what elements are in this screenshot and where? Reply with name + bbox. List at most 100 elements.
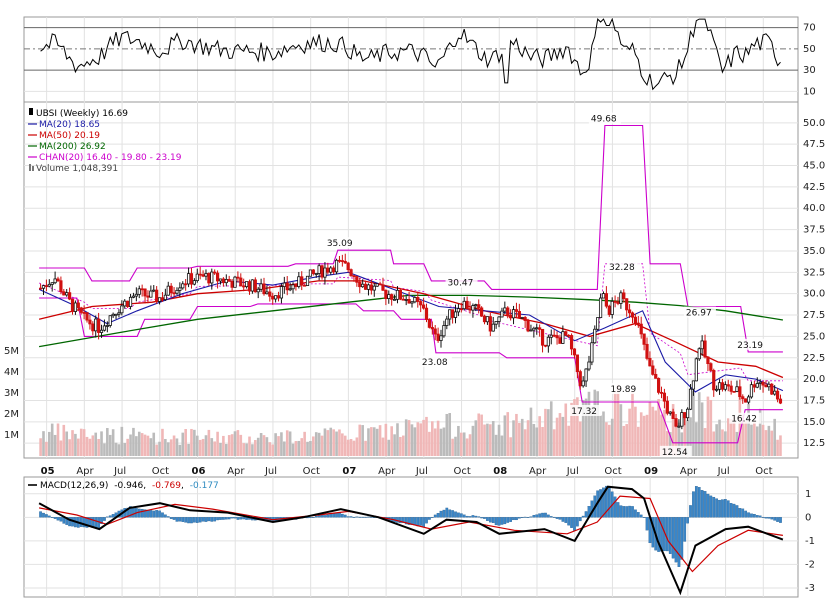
volume-bar — [178, 444, 182, 456]
volume-bar — [668, 432, 672, 456]
volume-bar — [535, 427, 539, 456]
volume-bar — [91, 435, 95, 456]
macd-histogram-bar — [459, 513, 463, 518]
candle-body — [482, 315, 487, 323]
macd-histogram-bar — [111, 514, 115, 518]
volume-bar — [645, 414, 649, 456]
volume-bar — [291, 443, 295, 456]
macd-histogram-bar — [494, 517, 498, 526]
volume-bar — [564, 403, 568, 456]
candle-body — [181, 283, 185, 289]
macd-histogram-bar — [764, 517, 768, 519]
volume-bar — [648, 402, 652, 456]
macd-histogram-bar — [619, 505, 623, 518]
volume-bar — [486, 423, 489, 456]
candle-body — [253, 279, 257, 293]
macd-histogram-bar — [709, 495, 713, 518]
volume-bar — [375, 428, 379, 456]
candle-body — [297, 276, 301, 287]
volume-bar — [593, 389, 597, 456]
volume-bar — [277, 436, 280, 456]
candle-body — [540, 328, 545, 346]
candle-body — [657, 377, 661, 393]
price-tick-label: 20.0 — [803, 374, 825, 385]
volume-tick-label: 3M — [4, 388, 19, 399]
macd-histogram-bar — [477, 516, 481, 518]
volume-bar — [42, 431, 45, 456]
candle-body — [172, 292, 176, 295]
candle-body — [506, 307, 510, 316]
candle-body — [410, 301, 414, 304]
candle-body — [218, 278, 223, 282]
volume-bar — [372, 427, 376, 456]
volume-bar — [776, 439, 779, 456]
macd-tick-label: 1 — [805, 489, 811, 500]
candle-body — [111, 313, 115, 317]
price-annotation: 49.68 — [591, 115, 617, 125]
candle-body — [47, 283, 51, 287]
volume-bar — [288, 431, 292, 456]
candle-body — [59, 280, 63, 293]
volume-bar — [65, 431, 69, 456]
macd-line — [38, 485, 784, 596]
candle-body — [213, 271, 217, 274]
x-tick-label: Jul — [415, 466, 428, 477]
volume-bar — [628, 408, 631, 456]
macd-histogram-bar — [108, 515, 112, 518]
macd-histogram-bar — [642, 517, 646, 518]
volume-bar — [216, 431, 219, 456]
macd-histogram-bar — [439, 510, 443, 518]
macd-histogram-bar — [639, 514, 643, 518]
macd-histogram-bar — [158, 510, 161, 518]
macd-histogram-bar — [686, 517, 689, 524]
macd-histogram-bar — [523, 516, 527, 518]
macd-histogram-bar — [161, 512, 164, 518]
macd-histogram-bar — [236, 517, 240, 520]
channel-upper-line — [39, 124, 783, 353]
x-tick-label: Jul — [113, 466, 126, 477]
macd-histogram-bar — [239, 517, 243, 520]
macd-histogram-bar — [515, 517, 518, 521]
candle-body — [363, 283, 368, 290]
macd-histogram-bar — [738, 508, 742, 518]
candle-body — [300, 276, 304, 286]
rsi-tick-label: 10 — [803, 86, 816, 97]
price-annotation-bg — [606, 261, 639, 273]
candle-body — [619, 292, 623, 304]
macd-histogram-bar — [488, 517, 492, 523]
volume-bar — [715, 424, 718, 456]
macd-histogram-bar — [103, 517, 106, 521]
volume-bar — [773, 418, 776, 456]
candle-body — [413, 297, 417, 303]
macd-histogram-bar — [343, 514, 347, 518]
x-tick-label: 09 — [644, 466, 658, 477]
volume-bar — [143, 434, 147, 456]
candle-body — [157, 297, 162, 302]
candle-body — [189, 273, 194, 285]
candle-body — [587, 361, 591, 370]
macd-histogram-bar — [718, 499, 721, 518]
volume-bar — [381, 437, 385, 456]
macd-histogram-bar — [164, 514, 167, 518]
macd-histogram-bar — [712, 496, 716, 518]
volume-bar — [602, 411, 605, 456]
volume-bar — [590, 406, 594, 456]
x-tick-label: Apr — [529, 466, 547, 477]
candle-body — [677, 425, 681, 428]
candle-body — [401, 298, 405, 301]
volume-bar — [700, 402, 704, 456]
volume-bar — [642, 415, 646, 456]
volume-bar — [387, 439, 391, 456]
candle-body — [308, 269, 313, 277]
candle-body — [427, 319, 431, 328]
candle-body — [665, 400, 669, 414]
macd-histogram-bar — [613, 496, 617, 518]
macd-histogram-bar — [468, 516, 472, 518]
price-tick-label: 22.5 — [803, 353, 825, 364]
macd-histogram-bar — [622, 506, 626, 518]
x-tick-label: Oct — [152, 466, 169, 477]
macd-histogram-bar — [767, 517, 771, 519]
x-tick-label: Apr — [76, 466, 94, 477]
volume-bar — [384, 423, 388, 456]
macd-histogram-bar — [700, 490, 704, 518]
